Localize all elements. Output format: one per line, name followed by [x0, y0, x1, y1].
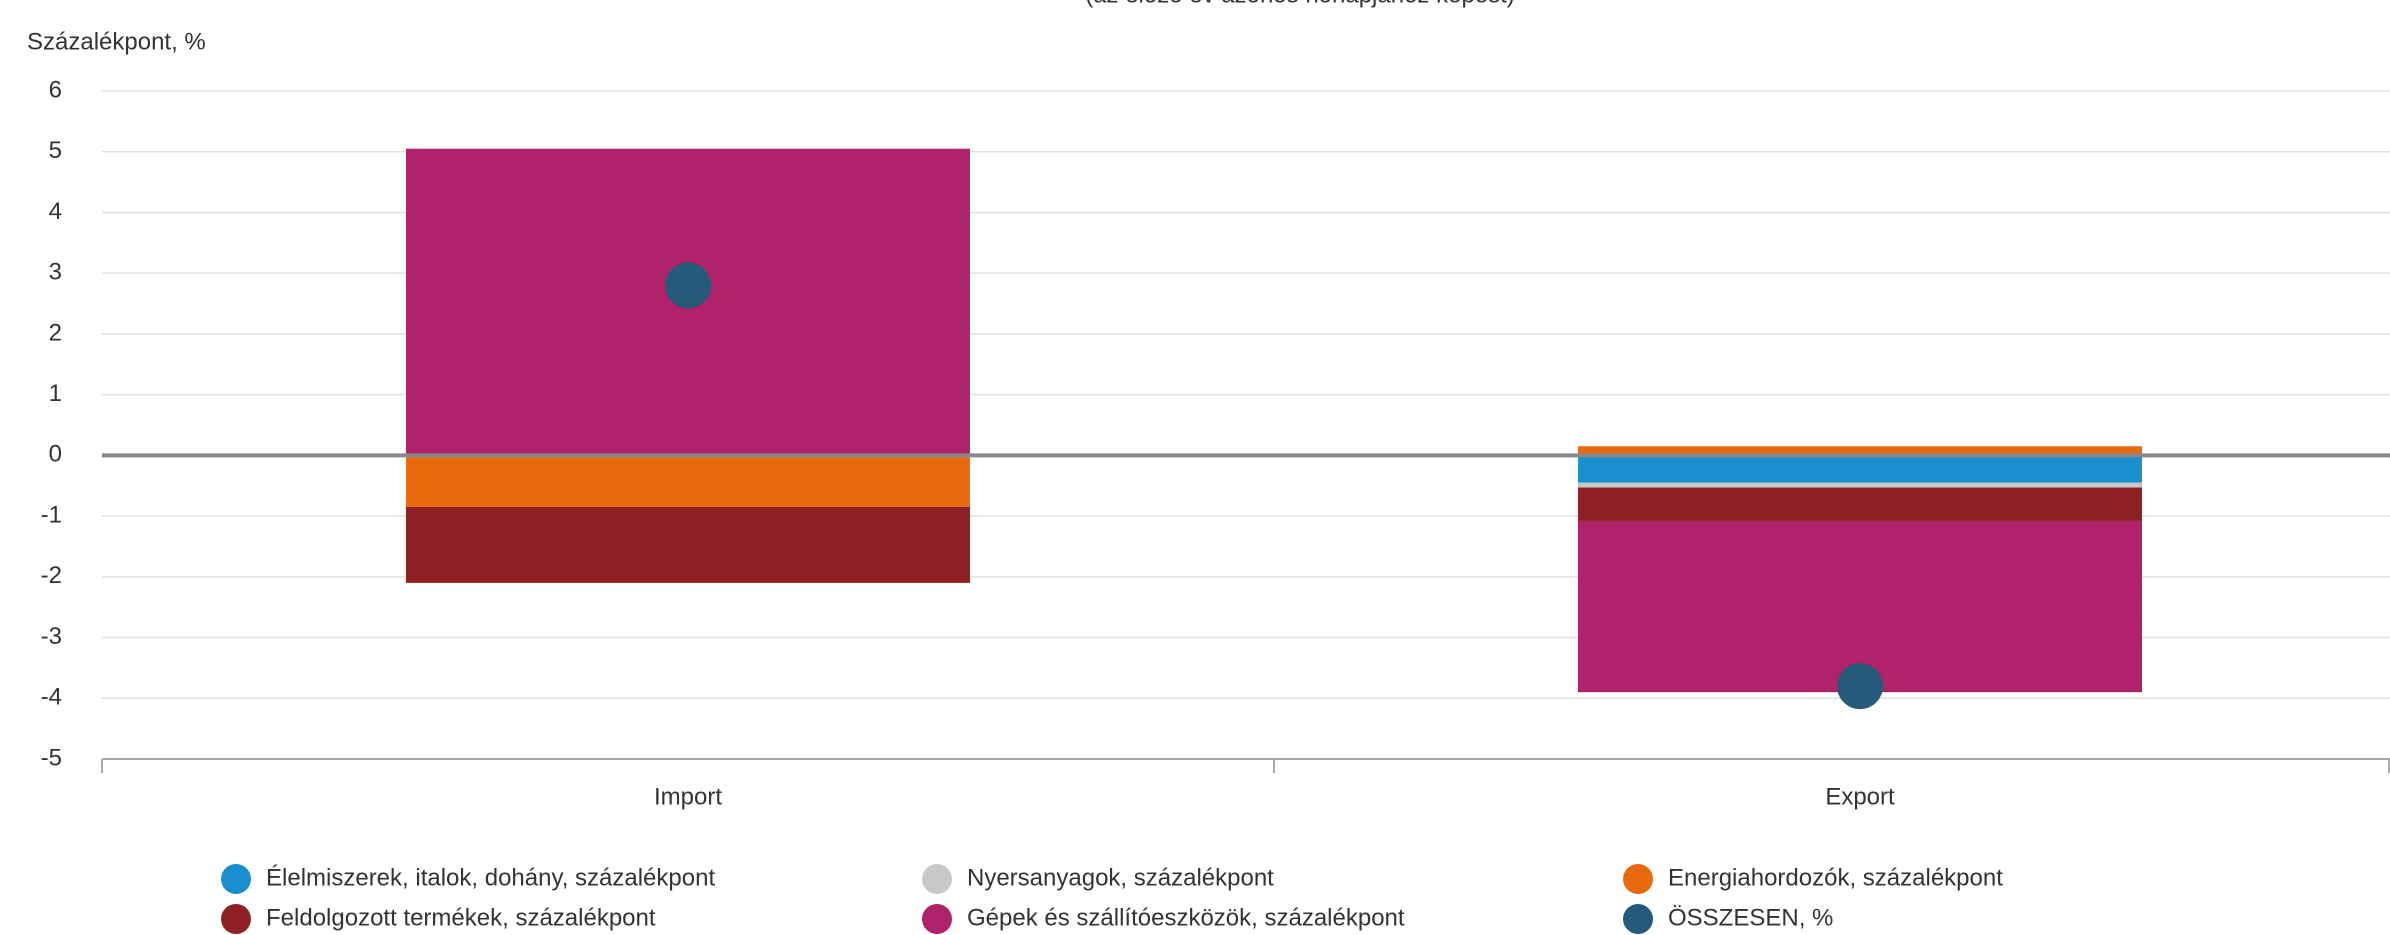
- y-tick-label: 2: [49, 319, 62, 346]
- bar-segment: [1578, 455, 2142, 483]
- legend-marker: [922, 864, 952, 894]
- y-tick-label: -3: [41, 623, 62, 650]
- total-dot: [665, 262, 711, 309]
- total-dot: [1837, 663, 1883, 710]
- y-tick-label: 3: [49, 259, 62, 286]
- y-tick-label: -2: [41, 562, 62, 589]
- bar-segment: [1578, 446, 2142, 456]
- y-axis-label: Százalékpont, %: [27, 28, 206, 55]
- x-tick-label: Export: [1825, 783, 1895, 810]
- legend-label: Nyersanyagok, százalékpont: [967, 864, 1274, 891]
- chart-subtitle: (az előző év azonos hónapjához képest): [1085, 0, 1515, 8]
- legend-marker: [1623, 904, 1653, 934]
- y-tick-label: -5: [41, 744, 62, 771]
- bar-segment: [406, 506, 970, 583]
- bar-segment: [1578, 482, 2142, 488]
- legend-label: ÖSSZESEN, %: [1668, 904, 1833, 931]
- legend-marker: [221, 864, 251, 894]
- legend-label: Élelmiszerek, italok, dohány, százalékpo…: [266, 864, 715, 891]
- legend-marker: [221, 904, 251, 934]
- bar-segment: [406, 457, 970, 507]
- y-tick-label: 5: [49, 137, 62, 164]
- legend-label: Gépek és szállítóeszközök, százalékpont: [967, 904, 1405, 931]
- bar-segment: [1578, 487, 2142, 521]
- legend-label: Feldolgozott termékek, százalékpont: [266, 904, 656, 931]
- y-tick-label: 6: [49, 76, 62, 103]
- y-tick-label: 4: [49, 198, 62, 225]
- legend-marker: [922, 904, 952, 934]
- y-tick-label: -4: [41, 684, 62, 711]
- legend-label: Energiahordozók, százalékpont: [1668, 864, 2003, 891]
- legend-marker: [1623, 864, 1653, 894]
- y-tick-label: 0: [49, 441, 62, 468]
- x-tick-label: Import: [654, 783, 722, 810]
- y-tick-label: 1: [49, 380, 62, 407]
- y-tick-label: -1: [41, 501, 62, 528]
